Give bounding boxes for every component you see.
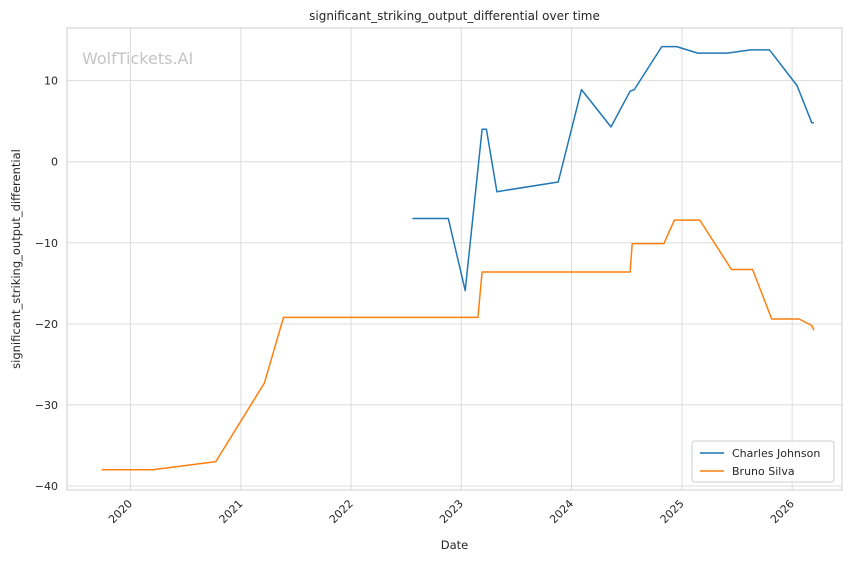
- plot-area-frame: [66, 27, 843, 491]
- series-line-bruno-silva: [101, 219, 815, 471]
- legend-label: Bruno Silva: [732, 465, 795, 478]
- x-tick-label: 2020: [106, 497, 135, 526]
- x-tick-label: 2024: [547, 497, 576, 526]
- series-lines: [101, 45, 815, 471]
- y-tick-labels: −40 −30 −20 −10 0 10: [35, 75, 58, 493]
- y-tick-label: 0: [51, 156, 58, 169]
- grid-lines: [67, 28, 842, 490]
- chart-title: significant_striking_output_differential…: [309, 9, 600, 23]
- watermark-text: WolfTickets.AI: [82, 49, 193, 68]
- x-tick-label: 2026: [768, 497, 797, 526]
- x-tick-label: 2023: [437, 497, 466, 526]
- legend-box: [691, 440, 835, 483]
- x-tick-label: 2022: [327, 497, 356, 526]
- y-tick-label: −30: [35, 399, 58, 412]
- series-line-charles-johnson: [412, 45, 814, 292]
- x-axis-title: Date: [441, 538, 469, 552]
- y-tick-label: −10: [35, 237, 58, 250]
- x-tick-labels: 2020 2021 2022 2023 2024 2025 2026: [106, 497, 797, 526]
- x-tick-label: 2025: [658, 497, 687, 526]
- y-tick-label: 10: [44, 75, 58, 88]
- legend-label: Charles Johnson: [732, 447, 820, 460]
- y-tick-label: −40: [35, 480, 58, 493]
- legend: Charles Johnson Bruno Silva: [691, 440, 835, 483]
- y-axis-title: significant_striking_output_differential: [9, 149, 23, 369]
- y-tick-label: −20: [35, 318, 58, 331]
- x-tick-label: 2021: [217, 497, 246, 526]
